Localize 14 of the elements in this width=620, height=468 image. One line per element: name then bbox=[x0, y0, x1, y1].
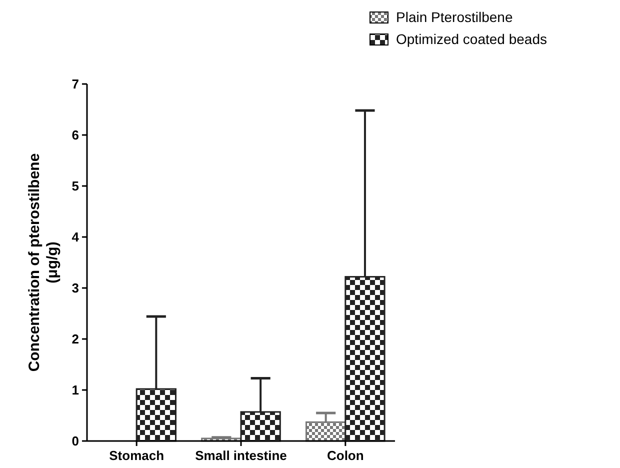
y-tick-label: 3 bbox=[72, 280, 79, 296]
y-tick-label: 7 bbox=[72, 76, 79, 92]
y-tick-label: 2 bbox=[72, 332, 79, 347]
y-axis-title: Concentration of pterostilbene (μg/g) bbox=[26, 153, 61, 372]
y-tick-label: 4 bbox=[72, 230, 80, 245]
x-tick-label: Stomach bbox=[109, 448, 164, 463]
y-tick-label: 0 bbox=[72, 434, 79, 449]
legend-label: Optimized coated beads bbox=[396, 31, 547, 47]
y-tick-label: 1 bbox=[72, 382, 79, 398]
legend-label: Plain Pterostilbene bbox=[396, 9, 513, 25]
x-tick-label: Small intestine bbox=[195, 448, 287, 463]
y-tick-label: 5 bbox=[72, 178, 79, 194]
y-tick-label: 6 bbox=[72, 128, 79, 143]
x-tick-label: Colon bbox=[326, 448, 364, 463]
